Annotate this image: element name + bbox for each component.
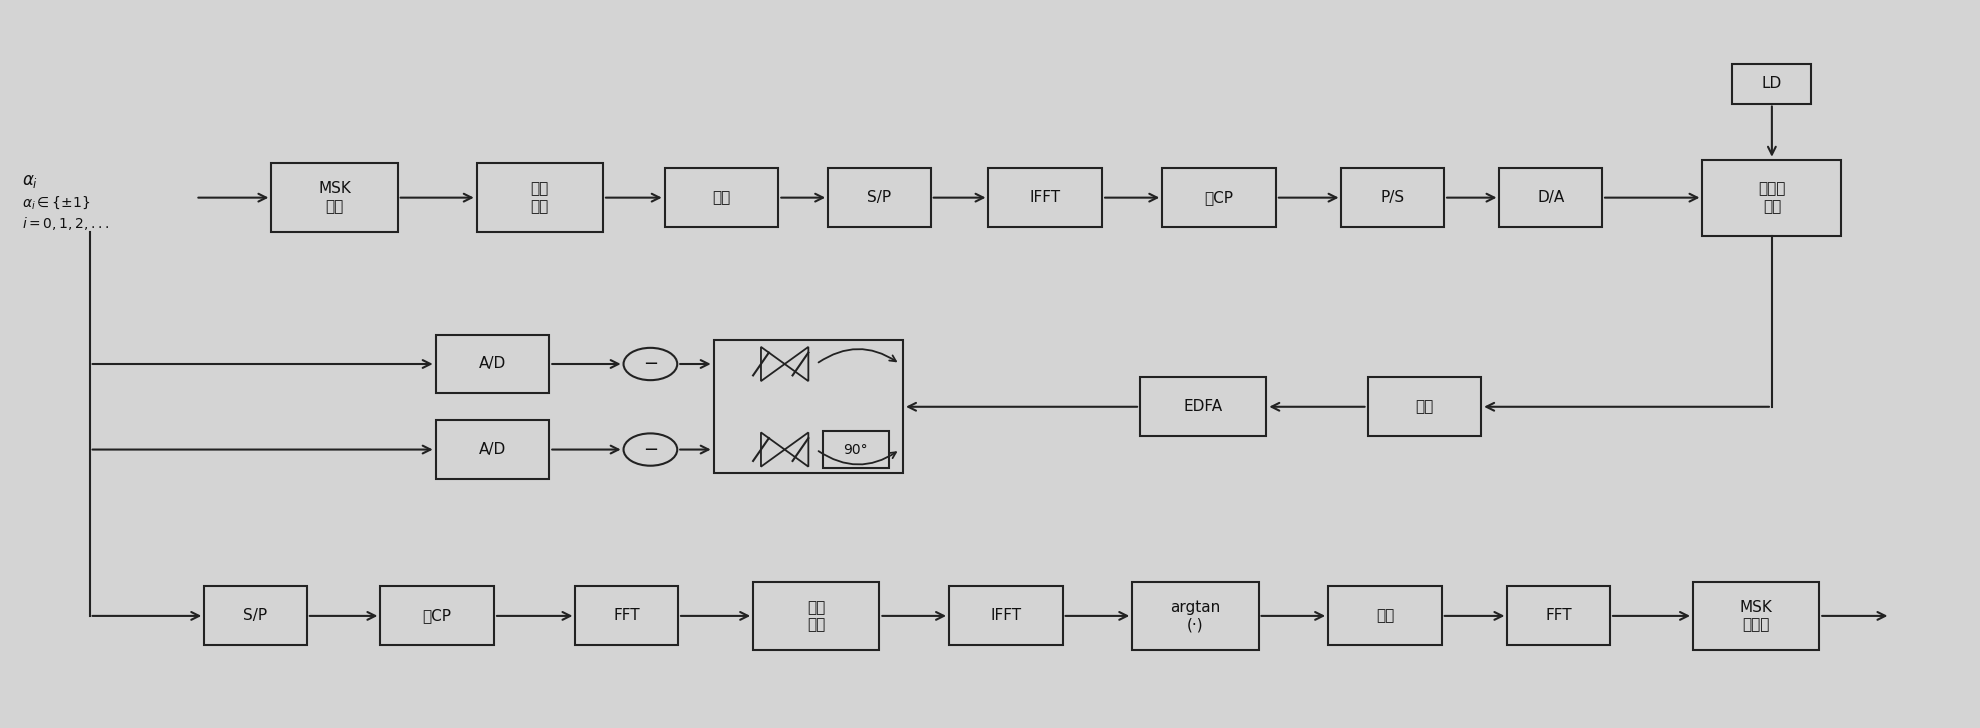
Bar (1133, 582, 1259, 650)
Bar (1507, 587, 1610, 646)
Text: MSK
解映射: MSK 解映射 (1740, 600, 1772, 632)
Text: 加CP: 加CP (1204, 190, 1234, 205)
Bar (1329, 587, 1441, 646)
Text: FFT: FFT (1544, 609, 1572, 623)
Bar (1499, 168, 1602, 227)
Text: IFFT: IFFT (1030, 190, 1061, 205)
Text: $\alpha_i \in \{\pm 1\}$: $\alpha_i \in \{\pm 1\}$ (22, 194, 89, 211)
Text: 光纤: 光纤 (1416, 399, 1434, 414)
Bar (477, 163, 604, 232)
Bar (1703, 159, 1841, 236)
Text: −: − (644, 355, 657, 373)
Text: 训练
序列: 训练 序列 (531, 181, 548, 214)
Text: $i = 0,1,2,...$: $i = 0,1,2,...$ (22, 215, 109, 232)
Text: 导频: 导频 (713, 190, 731, 205)
Bar (204, 587, 307, 646)
Bar (948, 587, 1063, 646)
Text: 相位调
制器: 相位调 制器 (1758, 181, 1786, 214)
Text: D/A: D/A (1536, 190, 1564, 205)
Text: −: − (644, 440, 657, 459)
Bar (752, 582, 879, 650)
Bar (1368, 377, 1481, 436)
Bar (1140, 377, 1267, 436)
Text: P/S: P/S (1380, 190, 1406, 205)
Text: IFFT: IFFT (990, 609, 1022, 623)
Text: MSK
映射: MSK 映射 (319, 181, 350, 214)
Bar (828, 168, 931, 227)
Text: S/P: S/P (867, 190, 891, 205)
Text: $\alpha_i$: $\alpha_i$ (22, 173, 38, 191)
Text: LD: LD (1762, 76, 1782, 91)
Text: A/D: A/D (479, 442, 507, 457)
Bar (380, 587, 495, 646)
Text: 信道
估计: 信道 估计 (808, 600, 826, 632)
Bar (665, 168, 778, 227)
Text: argtan
(·): argtan (·) (1170, 600, 1220, 632)
Bar (271, 163, 398, 232)
Text: 去CP: 去CP (422, 609, 451, 623)
Bar (713, 340, 903, 473)
Bar (1732, 63, 1812, 103)
Text: EDFA: EDFA (1184, 399, 1224, 414)
Bar (436, 335, 548, 393)
Text: FFT: FFT (614, 609, 640, 623)
Bar (988, 168, 1103, 227)
Bar (1162, 168, 1275, 227)
Text: A/D: A/D (479, 357, 507, 371)
Text: 90°: 90° (843, 443, 867, 456)
Bar (1342, 168, 1443, 227)
Bar (436, 420, 548, 479)
Text: 解绕: 解绕 (1376, 609, 1394, 623)
Bar (1693, 582, 1820, 650)
Text: S/P: S/P (244, 609, 267, 623)
Bar (822, 432, 889, 467)
Bar (576, 587, 677, 646)
